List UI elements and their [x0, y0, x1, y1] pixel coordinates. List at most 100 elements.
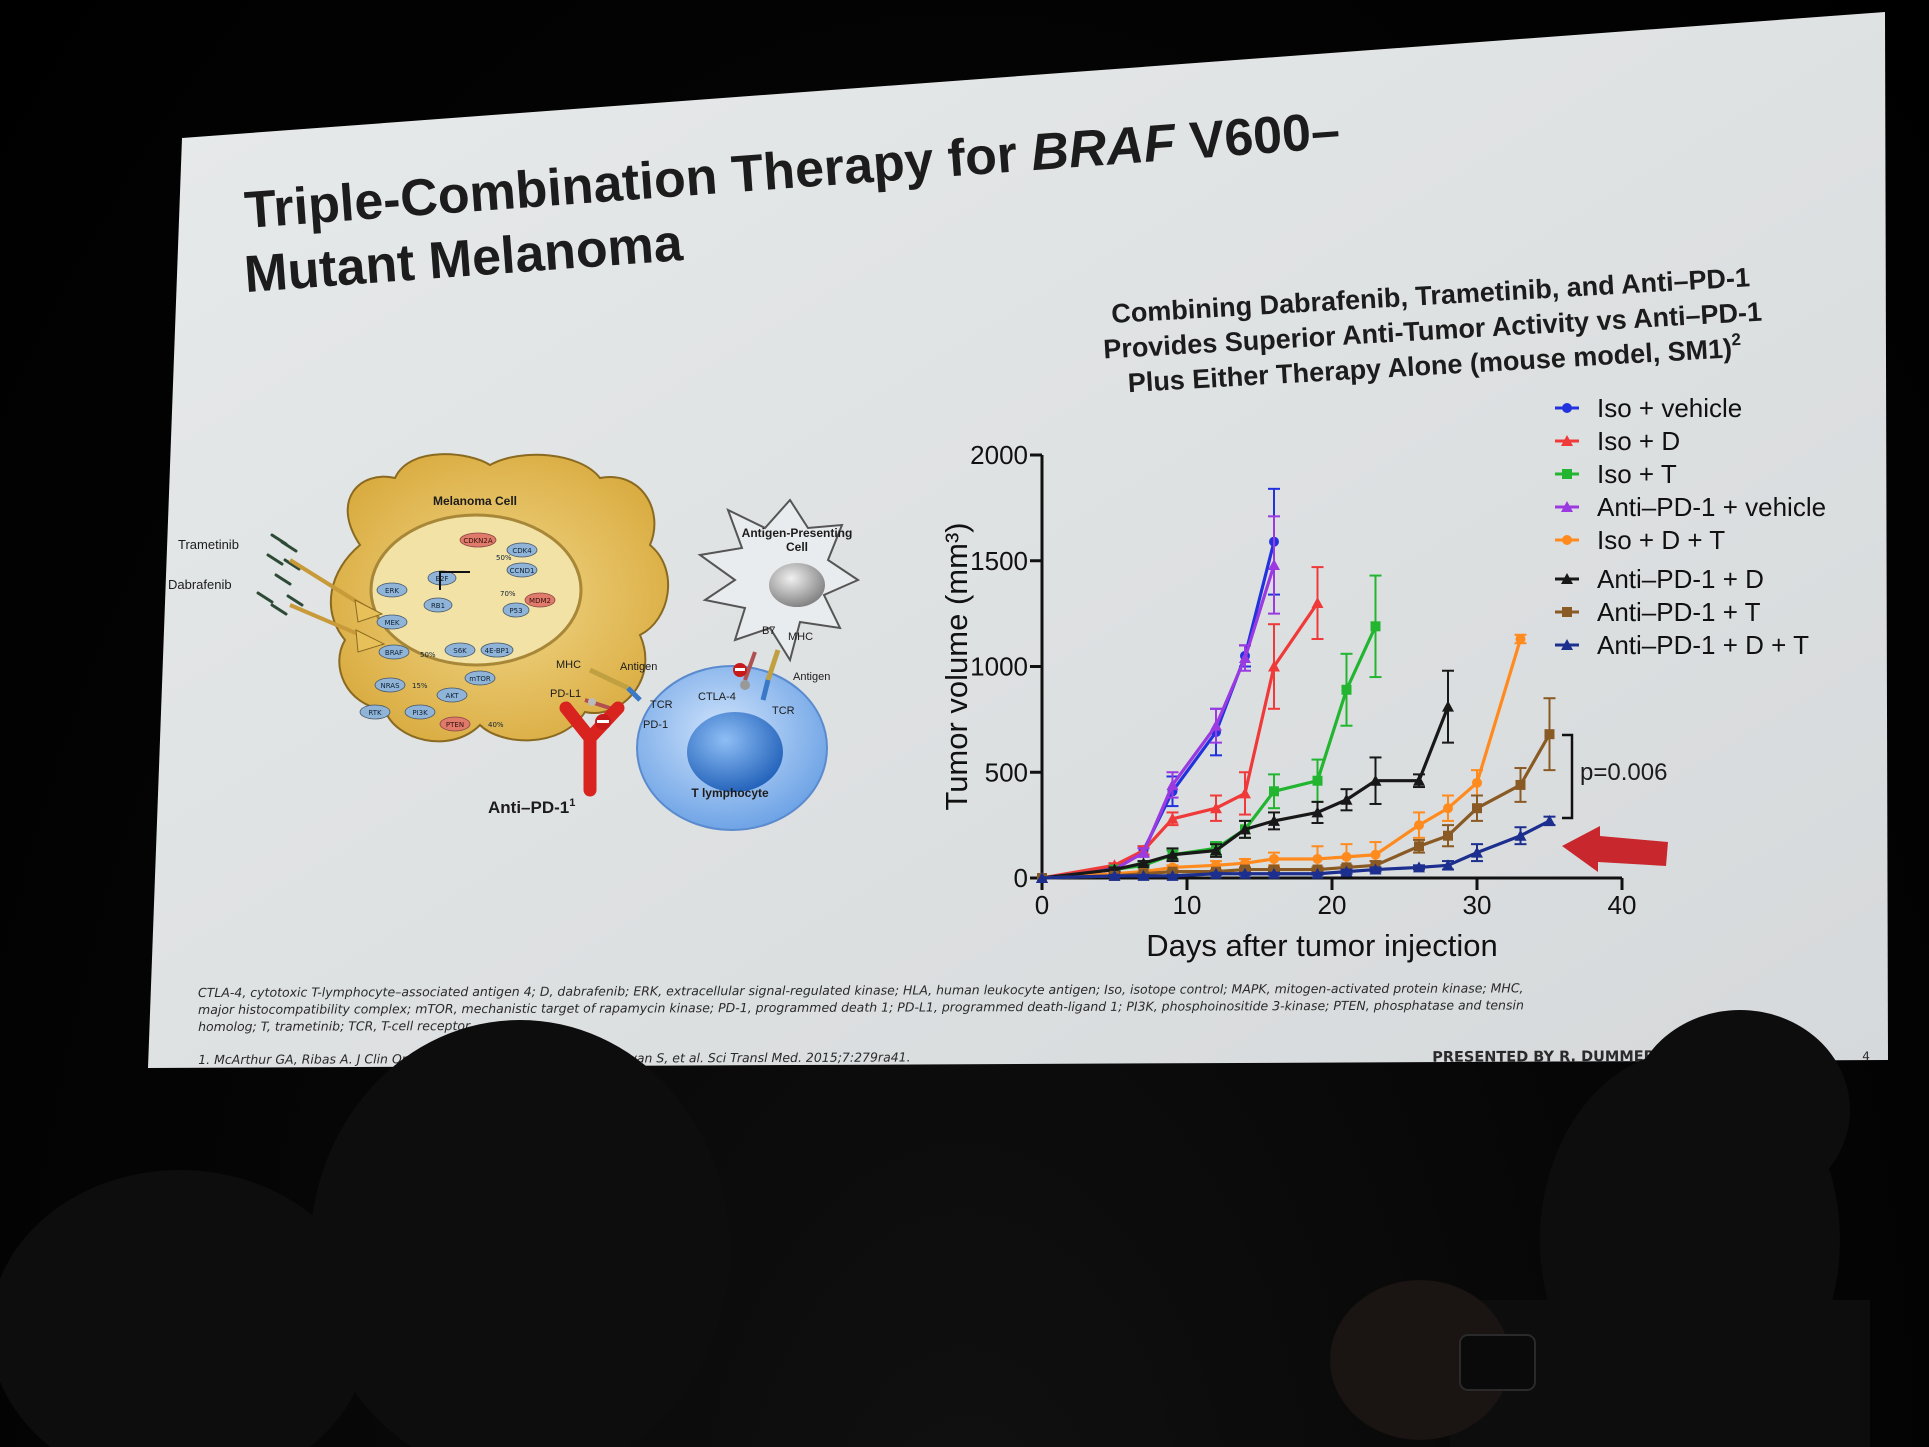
data-point [1239, 823, 1251, 835]
footnote-line2: major histocompatibility complex; mTOR, … [198, 997, 1524, 1017]
data-point [1442, 859, 1454, 871]
node-p53-label: P53 [509, 607, 522, 615]
trametinib-label: Trametinib [178, 537, 239, 552]
data-point [1269, 853, 1279, 864]
node-pten-label: PTEN [446, 721, 464, 729]
t-lymphocyte-label: T lymphocyte [691, 786, 769, 800]
phone-icon [1459, 1334, 1536, 1391]
trametinib-arrowhead [354, 599, 384, 623]
mhc-left-label: MHC [556, 659, 581, 671]
data-point [1561, 573, 1573, 584]
melanoma-cell-label: Melanoma Cell [433, 494, 517, 508]
legend-item-0: Iso + vehicle [1555, 393, 1742, 423]
data-point [1210, 844, 1222, 856]
data-point [1036, 872, 1048, 883]
y-tick-label: 1000 [970, 652, 1028, 682]
data-point [1137, 857, 1150, 869]
node-rb1-label: RB1 [431, 602, 445, 610]
pct-label-2: 15% [412, 682, 428, 690]
x-tick-label: 30 [1463, 890, 1492, 920]
title-line1-end: V600– [1173, 102, 1342, 172]
slide-number: 4 [1862, 1049, 1870, 1063]
legend-item-4: Iso + D + T [1555, 525, 1725, 555]
legend-item-3: Anti–PD-1 + vehicle [1555, 492, 1826, 522]
data-point [1515, 634, 1526, 645]
audience-silhouettes [0, 1010, 1870, 1447]
node-p53 [502, 602, 530, 618]
data-point [1210, 867, 1222, 879]
node-cdkn2a [459, 532, 497, 548]
tcr-left-label: TCR [650, 699, 673, 711]
tumor-volume-chart: 0 10 20 30 40 0 500 1000 1500 2000 Days after tumo… [939, 393, 1826, 963]
data-point [1269, 786, 1279, 797]
transcription-arrow [439, 571, 470, 590]
data-point [1239, 787, 1251, 799]
node-pten [439, 716, 471, 732]
data-point [1137, 869, 1150, 881]
data-point [1239, 867, 1251, 879]
legend-item-5: Anti–PD-1 + D [1555, 564, 1764, 594]
data-point [1239, 652, 1251, 664]
data-point [1562, 469, 1572, 479]
data-point [1268, 558, 1280, 570]
footnotes: CTLA-4, cytotoxic T-lymphocyte–associate… [198, 980, 1870, 1067]
legend-item-2: Iso + T [1555, 459, 1677, 489]
node-erk [376, 582, 408, 598]
data-point [1369, 863, 1382, 875]
node-rtk [359, 704, 391, 720]
data-point [1442, 700, 1454, 712]
tcr-right-label: TCR [772, 705, 795, 717]
data-point [1108, 869, 1121, 881]
antigen-right-label: Antigen [793, 671, 830, 683]
chart-axes: 0 10 20 30 40 0 500 1000 1500 2000 Days after tumo… [939, 440, 1636, 963]
footnote-line3: homolog; T, trametinib; TCR, T-cell rece… [198, 1018, 473, 1034]
data-point [1341, 684, 1352, 695]
data-point [1210, 802, 1222, 814]
pdl1-label: PD-L1 [550, 688, 581, 700]
node-erk-label: ERK [385, 587, 399, 595]
series-3 [1036, 515, 1280, 883]
p-value-bracket [1562, 733, 1574, 820]
node-mek-label: MEK [384, 619, 399, 627]
legend-item-7: Anti–PD-1 + D + T [1555, 630, 1809, 660]
data-point [1443, 830, 1453, 841]
node-cdk4-label: CDK4 [512, 547, 532, 555]
x-tick-label: 20 [1318, 890, 1347, 920]
pct-label-1: 50% [420, 651, 436, 659]
data-point [1312, 775, 1323, 786]
svg-text:Anti–PD-11: Anti–PD-11 [488, 797, 575, 817]
subtitle-sup: 2 [1731, 330, 1742, 350]
y-tick-label: 0 [1014, 863, 1028, 893]
series-7 [1036, 814, 1556, 883]
node-cdk4 [506, 542, 538, 558]
data-point [1443, 803, 1453, 814]
apc-nucleus [769, 563, 825, 607]
data-point [1311, 597, 1324, 609]
data-point [1370, 849, 1381, 860]
pct-label-5: 70% [500, 590, 516, 598]
title-italic: BRAF [1029, 114, 1179, 183]
data-point [1340, 865, 1353, 877]
data-point [1561, 501, 1573, 512]
node-mdm2-label: MDM2 [529, 597, 551, 605]
node-rtk-label: RTK [368, 709, 382, 717]
node-mtor-label: mTOR [469, 675, 491, 683]
data-point [1413, 861, 1425, 873]
node-ccnd1-label: CCND1 [510, 567, 535, 575]
highlight-arrow-icon [1562, 826, 1668, 872]
legend-label: Iso + D [1597, 426, 1680, 456]
x-tick-label: 0 [1035, 890, 1049, 920]
node-4ebp1 [480, 642, 514, 658]
node-ccnd1 [506, 562, 538, 578]
data-point [1414, 841, 1424, 852]
node-braf [378, 644, 410, 660]
legend-label: Anti–PD-1 + D [1597, 564, 1764, 594]
data-point [1562, 403, 1572, 413]
pd1-label: PD-1 [643, 719, 668, 731]
node-s6k [444, 642, 476, 658]
b7-label: B7 [762, 625, 775, 637]
data-point [1472, 803, 1482, 814]
p-value-annotation: p=0.006 [1580, 759, 1667, 786]
data-point [1369, 774, 1382, 786]
